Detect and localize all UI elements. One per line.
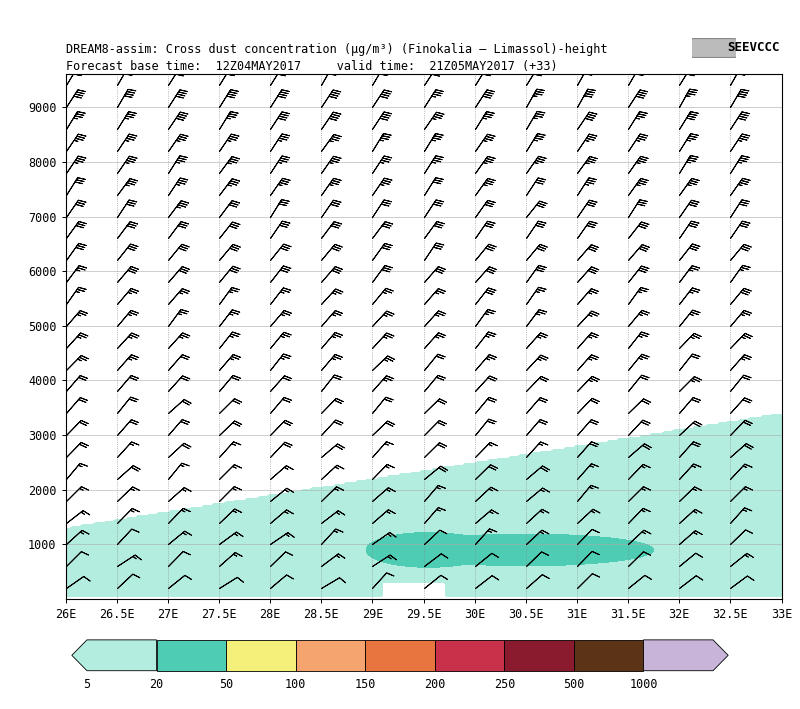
Polygon shape (643, 640, 728, 671)
Polygon shape (296, 640, 366, 671)
Text: 50: 50 (219, 678, 234, 691)
Text: 100: 100 (285, 678, 306, 691)
Polygon shape (72, 640, 157, 671)
Text: SEEVCCC: SEEVCCC (727, 41, 780, 54)
FancyBboxPatch shape (689, 38, 738, 57)
Text: 250: 250 (494, 678, 515, 691)
Text: 1000: 1000 (630, 678, 658, 691)
Polygon shape (226, 640, 296, 671)
Text: DREAM8-assim: Cross dust concentration (μg/m³) (Finokalia – Limassol)-height
For: DREAM8-assim: Cross dust concentration (… (66, 43, 607, 73)
Text: 150: 150 (354, 678, 376, 691)
Polygon shape (504, 640, 574, 671)
Polygon shape (434, 640, 504, 671)
Polygon shape (366, 640, 434, 671)
Text: 5: 5 (83, 678, 90, 691)
Text: 200: 200 (424, 678, 446, 691)
Polygon shape (157, 640, 226, 671)
Polygon shape (574, 640, 643, 671)
Text: 500: 500 (563, 678, 585, 691)
Text: 20: 20 (150, 678, 164, 691)
